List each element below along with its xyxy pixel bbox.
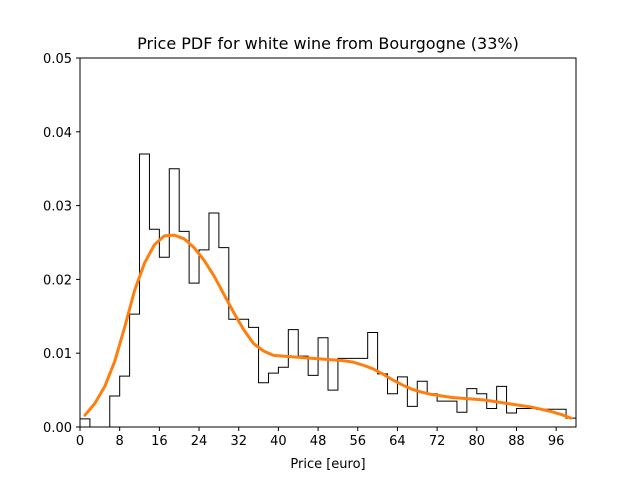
y-tick-label: 0.04 — [43, 126, 72, 141]
plot-area — [79, 153, 577, 428]
x-tick-label: 32 — [230, 434, 247, 449]
x-tick-label: 56 — [349, 434, 366, 449]
y-tick-label: 0.00 — [43, 421, 72, 436]
x-tick-label: 64 — [389, 434, 406, 449]
x-axis-label: Price [euro] — [290, 457, 365, 472]
x-tick-label: 8 — [116, 434, 124, 449]
x-tick-label: 88 — [508, 434, 525, 449]
y-tick-label: 0.02 — [43, 273, 72, 288]
y-tick-label: 0.01 — [43, 347, 72, 362]
plot-frame — [79, 57, 577, 428]
x-tick-label: 80 — [469, 434, 486, 449]
x-tick-label: 0 — [76, 434, 84, 449]
histogram-step — [79, 153, 577, 428]
density-line — [83, 233, 573, 420]
x-axis-ticks: 0 8 16 24 32 40 48 56 64 72 80 88 96 — [76, 427, 565, 449]
x-tick-label: 40 — [270, 434, 287, 449]
x-tick-label: 24 — [191, 434, 208, 449]
x-tick-label: 96 — [548, 434, 565, 449]
y-axis-ticks: 0.00 0.01 0.02 0.03 0.04 0.05 — [43, 52, 80, 436]
y-tick-label: 0.03 — [43, 200, 72, 215]
x-tick-label: 16 — [151, 434, 168, 449]
x-tick-label: 72 — [429, 434, 446, 449]
y-tick-label: 0.05 — [43, 52, 72, 67]
chart-title: Price PDF for white wine from Bourgogne … — [137, 34, 519, 53]
x-tick-label: 48 — [310, 434, 327, 449]
